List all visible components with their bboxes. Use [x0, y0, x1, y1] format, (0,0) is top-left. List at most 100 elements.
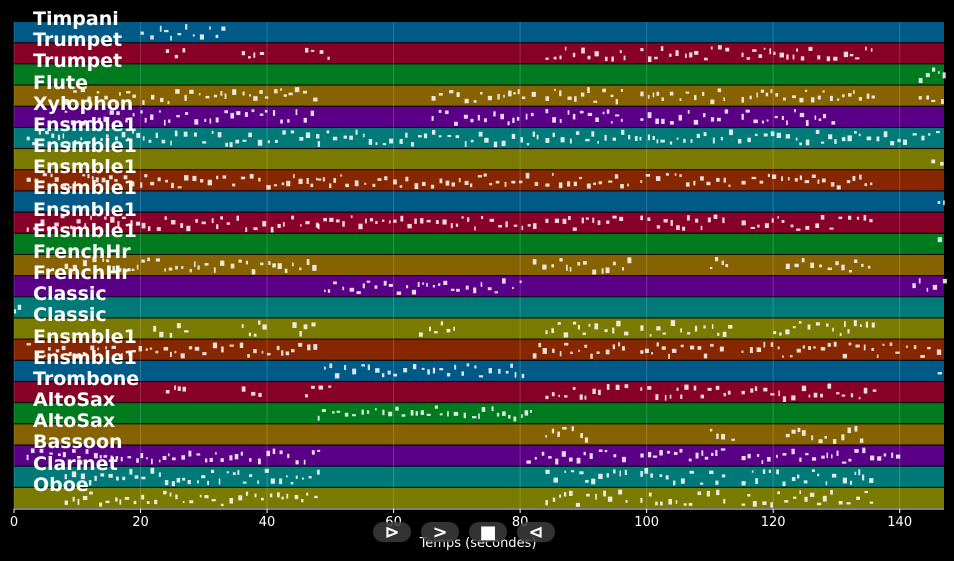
note-marker — [749, 347, 753, 354]
note-marker — [817, 473, 820, 477]
note-marker — [478, 375, 484, 378]
note-marker — [680, 478, 685, 484]
rewind-button[interactable]: ⊲ — [517, 522, 555, 543]
note-marker — [323, 217, 327, 222]
note-marker — [553, 56, 557, 60]
note-marker — [844, 321, 846, 327]
note-marker — [453, 411, 459, 416]
note-marker — [138, 346, 142, 352]
play-button[interactable]: ⊳ — [373, 522, 411, 543]
note-marker — [774, 115, 778, 119]
note-marker — [567, 96, 572, 100]
note-marker — [703, 132, 707, 137]
note-marker — [405, 132, 408, 138]
note-marker — [707, 217, 711, 223]
note-marker — [215, 452, 217, 455]
note-marker — [112, 265, 115, 271]
note-marker — [511, 133, 516, 139]
note-marker — [484, 118, 487, 123]
note-marker — [572, 227, 577, 231]
note-marker — [877, 456, 882, 461]
note-marker — [292, 262, 294, 267]
note-marker — [779, 52, 784, 58]
note-marker — [105, 500, 110, 504]
note-marker — [545, 218, 549, 223]
note-marker — [652, 455, 658, 458]
note-marker — [532, 259, 537, 265]
note-marker — [431, 129, 436, 135]
next-button[interactable]: > — [421, 522, 459, 543]
track-row — [14, 127, 944, 149]
note-marker — [586, 183, 591, 189]
note-marker — [295, 109, 298, 116]
note-marker — [741, 180, 746, 185]
note-marker — [450, 288, 455, 291]
note-marker — [426, 219, 431, 223]
note-marker — [282, 222, 285, 227]
note-marker — [382, 143, 387, 146]
note-marker — [582, 261, 587, 265]
stop-button[interactable]: ■ — [469, 522, 507, 543]
note-marker — [669, 121, 674, 125]
note-marker — [757, 224, 760, 228]
note-marker — [820, 347, 826, 351]
note-marker — [573, 181, 577, 187]
note-marker — [174, 54, 179, 59]
note-marker — [570, 470, 575, 473]
note-marker — [831, 473, 837, 478]
note-marker — [155, 132, 158, 139]
note-marker — [792, 326, 796, 329]
note-marker — [602, 88, 606, 93]
note-marker — [169, 332, 173, 338]
note-marker — [399, 138, 403, 144]
note-marker — [213, 94, 218, 98]
note-marker — [685, 91, 690, 94]
note-marker — [136, 264, 139, 270]
note-marker — [576, 457, 581, 464]
note-marker — [858, 97, 862, 101]
note-marker — [75, 354, 80, 359]
note-marker — [716, 177, 720, 182]
note-marker — [249, 474, 253, 478]
track-row — [14, 360, 944, 381]
note-marker — [64, 110, 68, 113]
note-marker — [597, 141, 599, 144]
note-marker — [795, 137, 798, 141]
note-marker — [620, 184, 624, 189]
note-marker — [171, 182, 174, 189]
note-marker — [871, 347, 874, 351]
note-marker — [164, 216, 167, 220]
note-marker — [526, 460, 531, 464]
note-marker — [446, 328, 451, 333]
note-marker — [833, 438, 837, 444]
note-marker — [70, 120, 75, 125]
note-marker — [776, 469, 779, 475]
track-row — [14, 381, 944, 403]
note-marker — [700, 176, 704, 181]
note-marker — [710, 46, 713, 50]
note-marker — [393, 373, 398, 377]
note-marker — [876, 136, 880, 142]
note-marker — [144, 117, 147, 123]
note-marker — [174, 350, 177, 354]
note-marker — [811, 97, 815, 103]
note-marker — [569, 490, 573, 496]
note-marker — [763, 47, 766, 50]
note-marker — [104, 216, 107, 220]
note-marker — [382, 219, 385, 222]
note-marker — [319, 50, 324, 54]
note-marker — [207, 480, 210, 486]
note-marker — [693, 180, 696, 186]
note-marker — [586, 493, 590, 497]
note-marker — [521, 225, 524, 231]
note-marker — [847, 329, 850, 334]
track-label: Trumpet — [33, 50, 123, 73]
note-marker — [582, 332, 586, 336]
note-marker — [447, 411, 449, 417]
note-marker — [82, 174, 86, 177]
note-marker — [150, 94, 155, 100]
note-marker — [849, 53, 854, 57]
track-row — [14, 297, 944, 318]
note-marker — [280, 119, 283, 124]
note-marker — [712, 137, 715, 144]
